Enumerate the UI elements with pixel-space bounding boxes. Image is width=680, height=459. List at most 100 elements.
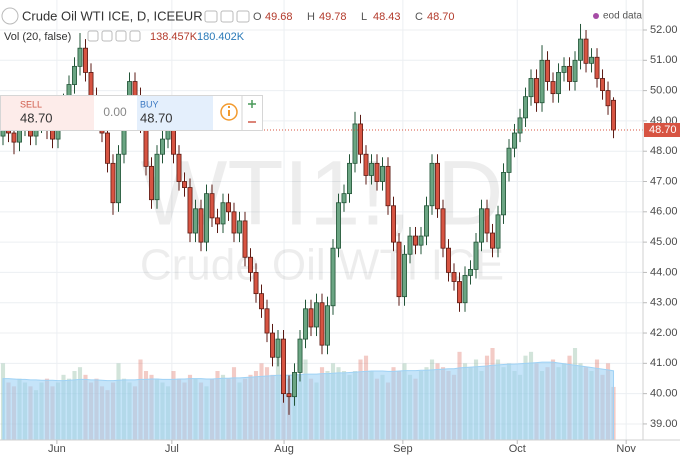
x-tick-label: Aug [274, 443, 294, 455]
candle-body [528, 78, 534, 98]
info-glyph [228, 110, 230, 116]
candle-body [303, 308, 308, 340]
candle-body [347, 162, 352, 195]
volume-ma-area [2, 361, 615, 441]
candle-body [198, 208, 204, 243]
candle-body [215, 217, 220, 225]
candle-body [281, 338, 286, 395]
source-label: eod data [603, 11, 642, 22]
candle-body [330, 247, 336, 307]
candle-body [160, 138, 165, 155]
candle-body [352, 123, 358, 164]
candle-body [462, 275, 468, 304]
candle-body [484, 208, 490, 234]
sell-price: 48.70 [20, 110, 53, 125]
candle-body [594, 56, 600, 79]
candle-body [589, 56, 594, 64]
hide-icon[interactable] [87, 30, 99, 42]
candle-body [495, 214, 501, 249]
y-tick-label: 41.00 [650, 357, 678, 369]
candle-body [248, 256, 253, 273]
candle-body [204, 193, 209, 243]
price-axis [643, 0, 680, 459]
candle-body [534, 78, 539, 104]
source-dot [593, 13, 599, 19]
ohlc-value: 49.68 [265, 11, 293, 23]
close-icon[interactable] [236, 10, 250, 23]
candle-body [539, 59, 545, 104]
ohlc: O 49.68 H 49.78 L 48.43 C 48.70 [253, 11, 455, 23]
y-tick-label: 43.00 [650, 297, 678, 309]
ohlc-key: C [415, 11, 423, 23]
close-icon[interactable] [129, 30, 141, 42]
candle-body [253, 272, 259, 295]
symbol-icon[interactable] [1, 7, 19, 25]
spread: 0.00 [103, 105, 127, 119]
candle-body [187, 187, 193, 234]
buy-label: BUY [140, 99, 159, 109]
candle-body [440, 208, 446, 249]
candle-body [242, 220, 248, 258]
candle-body [556, 72, 561, 95]
candle-body [231, 211, 237, 234]
add-icon[interactable] [115, 30, 127, 42]
last-price-label: 48.70 [649, 124, 677, 136]
candle-body [259, 293, 264, 310]
candle-body [358, 123, 363, 155]
x-tick-label: Jul [165, 443, 179, 455]
candle-body [209, 193, 215, 219]
candle-body [605, 90, 611, 107]
sell-label: SELL [20, 99, 42, 109]
candle-body [77, 47, 83, 67]
candle-body [418, 235, 424, 246]
candle-body [88, 72, 94, 98]
candle-body [424, 205, 429, 237]
last-price-tag [644, 123, 680, 137]
candle-body [407, 235, 413, 255]
settings-icon[interactable] [220, 10, 234, 23]
candle-body [105, 132, 110, 164]
ohlc-key: H [307, 11, 315, 23]
candle-body [286, 393, 292, 398]
sell-button[interactable] [1, 96, 94, 130]
candle-body [473, 241, 479, 270]
candle-body [561, 65, 567, 73]
candle-body [116, 153, 121, 204]
candle-body [567, 65, 572, 82]
y-tick-label: 44.00 [650, 266, 678, 278]
candle-body [429, 162, 435, 207]
candle-body [308, 308, 314, 328]
y-tick-label: 48.00 [650, 145, 678, 157]
buy-price: 48.70 [140, 110, 173, 125]
ohlc-value: 48.70 [427, 11, 455, 23]
candle-body [264, 308, 270, 334]
candle-body [512, 132, 517, 149]
candle-body [220, 202, 226, 225]
y-tick-label: 40.00 [650, 388, 678, 400]
buy-button[interactable] [137, 96, 213, 130]
candle-body [275, 338, 281, 358]
y-tick-label: 52.00 [650, 24, 678, 36]
candle-body [149, 165, 154, 201]
candle-body [292, 372, 297, 398]
hide-icon[interactable] [204, 10, 218, 23]
candle-body [325, 305, 330, 346]
plus-button[interactable] [248, 100, 256, 108]
candle-body [517, 117, 523, 134]
candle-body [402, 253, 407, 298]
candle-body [72, 65, 77, 85]
candle-body [468, 268, 473, 276]
ohlc-key: O [253, 11, 262, 23]
candle-body [11, 132, 17, 143]
candle-body [523, 96, 528, 119]
candle-body [572, 59, 578, 82]
info-button[interactable] [220, 103, 238, 121]
volume-pane [0, 348, 616, 441]
x-tick-label: Oct [509, 443, 526, 455]
candle-body [435, 162, 440, 210]
candle-body [385, 165, 391, 207]
candle-body [380, 165, 385, 182]
ohlc-key: L [361, 11, 367, 23]
settings-icon[interactable] [101, 30, 113, 42]
